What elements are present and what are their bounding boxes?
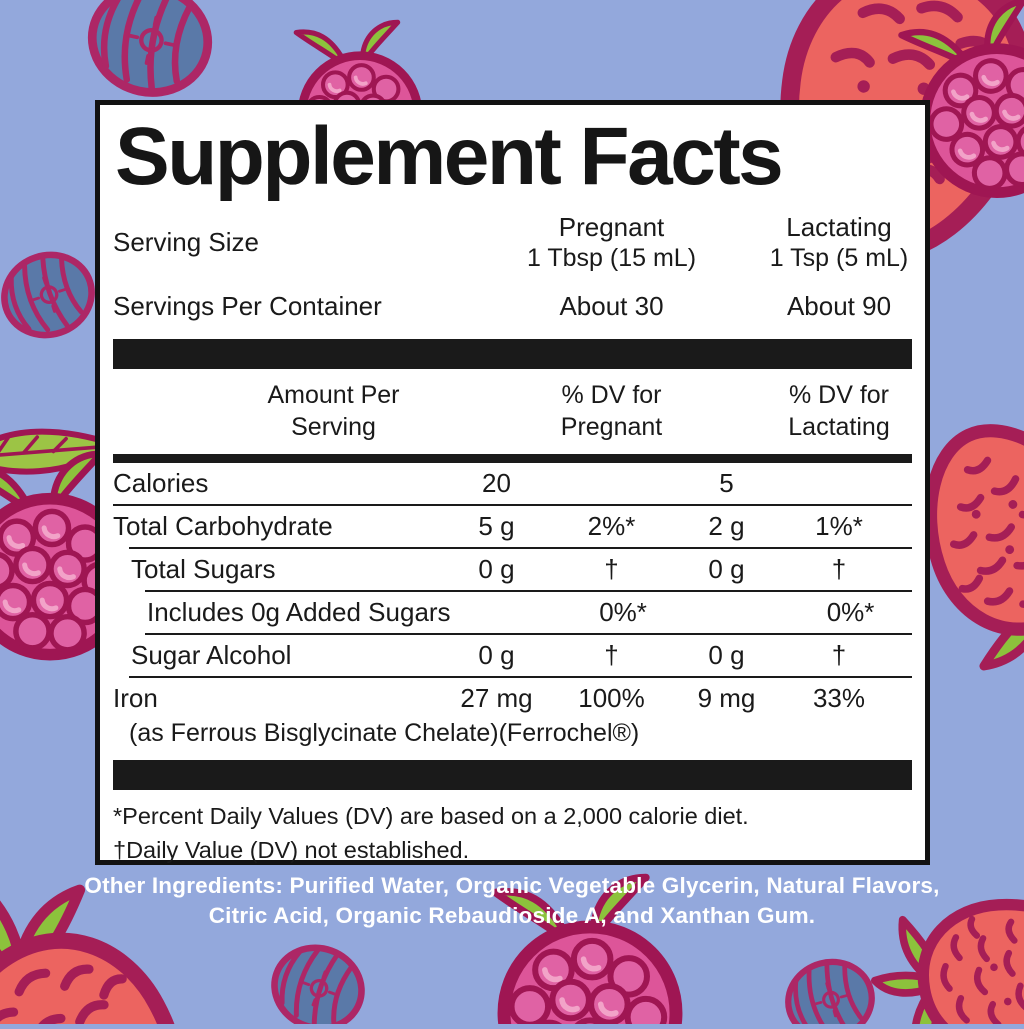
amount-lactating: 0 g — [708, 639, 745, 670]
dv-pregnant: † — [604, 639, 619, 670]
row-separator — [129, 675, 912, 678]
lactating-serving-size: 1 Tsp (5 mL) — [769, 244, 909, 273]
header-amount-per-serving: Amount Per Serving — [267, 380, 400, 442]
servings-pregnant-value: About 30 — [559, 291, 664, 322]
divider-bar-thick-top — [113, 338, 912, 369]
dv-pregnant: † — [604, 553, 619, 584]
dv-lactating: † — [831, 553, 847, 584]
row-separator — [113, 503, 912, 506]
dv-lactating: 1%* — [815, 510, 863, 541]
table-row-sugar-alcohol: Sugar Alcohol 0 g † 0 g † — [113, 635, 912, 676]
amount-pregnant: 0 g — [478, 553, 515, 584]
footnotes: *Percent Daily Values (DV) are based on … — [113, 799, 912, 868]
row-name: Calories — [113, 467, 209, 498]
blueberry-illustration — [780, 953, 881, 1024]
amount-pregnant: 20 — [482, 467, 511, 498]
divider-bar-thick-bottom — [113, 759, 912, 790]
table-row-added-sugars: Includes 0g Added Sugars 0%* 0%* — [113, 592, 912, 633]
servings-lactating-value: About 90 — [786, 291, 892, 322]
table-row-iron: Iron 27 mg 100% 9 mg 33% — [113, 678, 912, 719]
other-ingredients-caption: Other Ingredients: Purified Water, Organ… — [84, 873, 940, 928]
serving-size-pregnant: Pregnant 1 Tbsp (15 mL) — [527, 211, 696, 275]
iron-source-detail: (as Ferrous Bisglycinate Chelate)(Ferroc… — [129, 718, 640, 747]
servings-per-container-row: Servings Per Container About 30 About 90 — [113, 290, 912, 323]
dv-pregnant: 2%* — [587, 510, 636, 541]
lactating-column-name: Lactating — [786, 211, 892, 242]
table-row-total-sugars: Total Sugars 0 g † 0 g † — [113, 549, 912, 590]
dv-pregnant: 0%* — [599, 596, 647, 627]
amount-lactating: 5 — [719, 467, 734, 498]
header-dv-pregnant: % DV for Pregnant — [560, 380, 663, 442]
serving-size-label: Serving Size — [113, 227, 259, 258]
row-separator — [145, 632, 912, 635]
row-name: Total Carbohydrate — [113, 510, 333, 541]
dv-lactating: 0%* — [826, 596, 875, 627]
dv-lactating: 33% — [812, 682, 866, 713]
footnote-dv-not-established: †Daily Value (DV) not established. — [113, 837, 470, 864]
row-name: Iron — [113, 682, 158, 713]
blueberry-illustration — [263, 936, 373, 1024]
amount-lactating: 9 mg — [697, 682, 756, 713]
table-header-row: Amount Per Serving % DV for Pregnant % D… — [113, 369, 912, 446]
dv-lactating: † — [831, 639, 847, 670]
pregnant-column-name: Pregnant — [558, 211, 665, 242]
pregnant-serving-size: 1 Tbsp (15 mL) — [526, 244, 697, 273]
amount-pregnant: 0 g — [478, 639, 515, 670]
footnote-daily-values: *Percent Daily Values (DV) are based on … — [113, 802, 749, 829]
panel-title: Supplement Facts — [115, 111, 784, 202]
serving-size-row: Serving Size Pregnant 1 Tbsp (15 mL) Lac… — [113, 211, 912, 275]
row-name: Sugar Alcohol — [131, 639, 292, 670]
row-name: Total Sugars — [131, 553, 276, 584]
amount-lactating: 0 g — [708, 553, 745, 584]
row-separator — [145, 589, 912, 592]
row-name: Includes 0g Added Sugars — [147, 596, 451, 627]
blueberry-illustration — [82, 0, 217, 103]
amount-lactating: 2 g — [708, 510, 745, 541]
divider-bar-medium — [113, 453, 912, 463]
header-dv-lactating: % DV for Lactating — [788, 380, 890, 442]
amount-pregnant: 5 g — [478, 510, 515, 541]
supplement-facts-panel: Supplement Facts Serving Size Pregnant 1… — [95, 100, 930, 865]
blueberry-illustration — [0, 244, 102, 347]
table-row-calories: Calories 20 5 — [113, 463, 912, 504]
row-separator — [129, 546, 912, 549]
table-row-total-carbohydrate: Total Carbohydrate 5 g 2%* 2 g 1%* — [113, 506, 912, 547]
serving-size-lactating: Lactating 1 Tsp (5 mL) — [770, 211, 908, 275]
amount-pregnant: 27 mg — [460, 682, 533, 713]
dv-pregnant: 100% — [578, 682, 645, 713]
servings-per-container-label: Servings Per Container — [113, 291, 382, 322]
